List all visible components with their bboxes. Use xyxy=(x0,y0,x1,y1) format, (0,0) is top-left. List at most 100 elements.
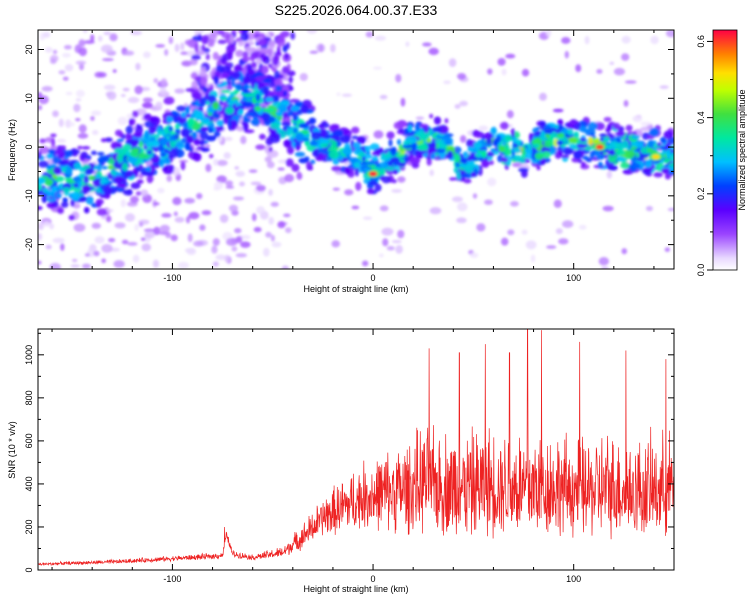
heatmap-cell xyxy=(539,120,547,127)
heatmap-cell xyxy=(268,216,275,225)
heatmap-cell xyxy=(373,148,385,154)
heatmap-cell xyxy=(188,211,200,220)
heatmap-cell xyxy=(344,167,351,175)
heatmap-cell xyxy=(173,114,179,124)
heatmap-cell xyxy=(237,40,245,47)
heatmap-cell xyxy=(188,151,193,159)
heatmap-cell xyxy=(45,244,52,250)
heatmap-cell xyxy=(300,104,309,114)
heatmap-cell xyxy=(277,221,286,229)
heatmap-cell xyxy=(291,163,300,172)
heatmap-cell xyxy=(567,128,574,136)
heatmap-cell xyxy=(659,85,669,89)
heatmap-cell xyxy=(83,175,89,184)
heatmap-xlabel: Height of straight line (km) xyxy=(303,284,408,294)
heatmap-cell xyxy=(399,153,405,158)
heatmap-cell xyxy=(139,153,150,160)
heatmap-cell xyxy=(365,145,371,153)
heatmap-cell xyxy=(121,162,129,172)
heatmap-cell xyxy=(98,155,105,164)
heatmap-cell xyxy=(309,140,318,147)
heatmap-cell xyxy=(255,144,266,150)
heatmap-cell xyxy=(573,131,579,138)
heatmap-cell xyxy=(563,147,575,155)
heatmap-cell xyxy=(620,162,630,169)
heatmap-cell xyxy=(75,117,81,122)
heatmap-cell xyxy=(78,47,87,57)
heatmap-cell xyxy=(403,140,409,146)
heatmap-cell xyxy=(263,247,270,257)
heatmap-cell xyxy=(185,216,191,224)
heatmap-cell xyxy=(341,93,353,97)
heatmap-cell xyxy=(380,167,386,176)
heatmap-cell xyxy=(50,58,57,65)
heatmap-cell xyxy=(427,142,434,150)
y-tick-label: 0 xyxy=(24,567,34,572)
heatmap-cell xyxy=(243,93,253,98)
heatmap-cell xyxy=(58,70,66,75)
heatmap-cell xyxy=(646,147,654,154)
heatmap-cell xyxy=(647,139,654,149)
heatmap-cell xyxy=(50,191,56,199)
heatmap-cell xyxy=(499,145,505,152)
heatmap-cell xyxy=(144,130,150,140)
heatmap-cell xyxy=(435,142,440,150)
heatmap-cell xyxy=(231,71,242,79)
heatmap-cell xyxy=(117,153,125,158)
heatmap-cell xyxy=(146,149,153,155)
heatmap-cell xyxy=(274,132,281,141)
heatmap-cell xyxy=(428,47,439,56)
heatmap-cell xyxy=(318,152,324,157)
heatmap-cell xyxy=(397,229,405,239)
heatmap-cell xyxy=(492,138,499,147)
heatmap-cell xyxy=(47,149,56,154)
heatmap-cell xyxy=(429,207,442,215)
heatmap-cell xyxy=(638,153,649,159)
y-tick-label: 400 xyxy=(24,476,34,491)
heatmap-cell xyxy=(97,151,105,156)
heatmap-cell xyxy=(287,111,294,117)
heatmap-cell xyxy=(430,153,436,160)
heatmap-cell xyxy=(558,238,569,245)
heatmap-cell xyxy=(86,175,96,181)
heatmap-cell xyxy=(589,152,595,159)
snr-background xyxy=(38,329,674,570)
heatmap-cell xyxy=(449,177,456,181)
heatmap-cell xyxy=(131,147,140,153)
heatmap-cell xyxy=(213,75,219,85)
heatmap-cell xyxy=(539,92,547,101)
heatmap-cell xyxy=(433,116,442,125)
heatmap-cell xyxy=(104,137,113,143)
heatmap-cell xyxy=(562,220,574,228)
heatmap-cell xyxy=(530,254,536,263)
heatmap-cell xyxy=(162,166,168,172)
heatmap-cell xyxy=(117,116,128,126)
heatmap-cell xyxy=(78,39,86,47)
heatmap-cell xyxy=(103,186,113,196)
heatmap-cell xyxy=(199,76,208,86)
heatmap-cell xyxy=(114,222,126,229)
heatmap-cell xyxy=(39,138,46,144)
heatmap-cell xyxy=(105,215,112,223)
y-tick-label: 10 xyxy=(24,93,34,103)
heatmap-cell xyxy=(124,213,136,222)
heatmap-cell xyxy=(224,254,230,264)
heatmap-cell xyxy=(242,77,253,82)
heatmap-cell xyxy=(92,130,99,135)
heatmap-cell xyxy=(143,228,156,233)
heatmap-cell xyxy=(381,227,394,236)
heatmap-cell xyxy=(294,151,306,157)
heatmap-cell xyxy=(152,146,159,152)
heatmap-cell xyxy=(379,253,384,258)
heatmap-cell xyxy=(157,144,164,152)
heatmap-cell xyxy=(82,30,88,34)
y-tick-label: 600 xyxy=(24,433,34,448)
heatmap-cell xyxy=(290,105,300,112)
heatmap-cell xyxy=(130,182,141,190)
heatmap-cell xyxy=(85,195,94,205)
heatmap-cell xyxy=(352,141,361,150)
heatmap-peak xyxy=(595,144,604,150)
heatmap-cell xyxy=(426,158,432,166)
